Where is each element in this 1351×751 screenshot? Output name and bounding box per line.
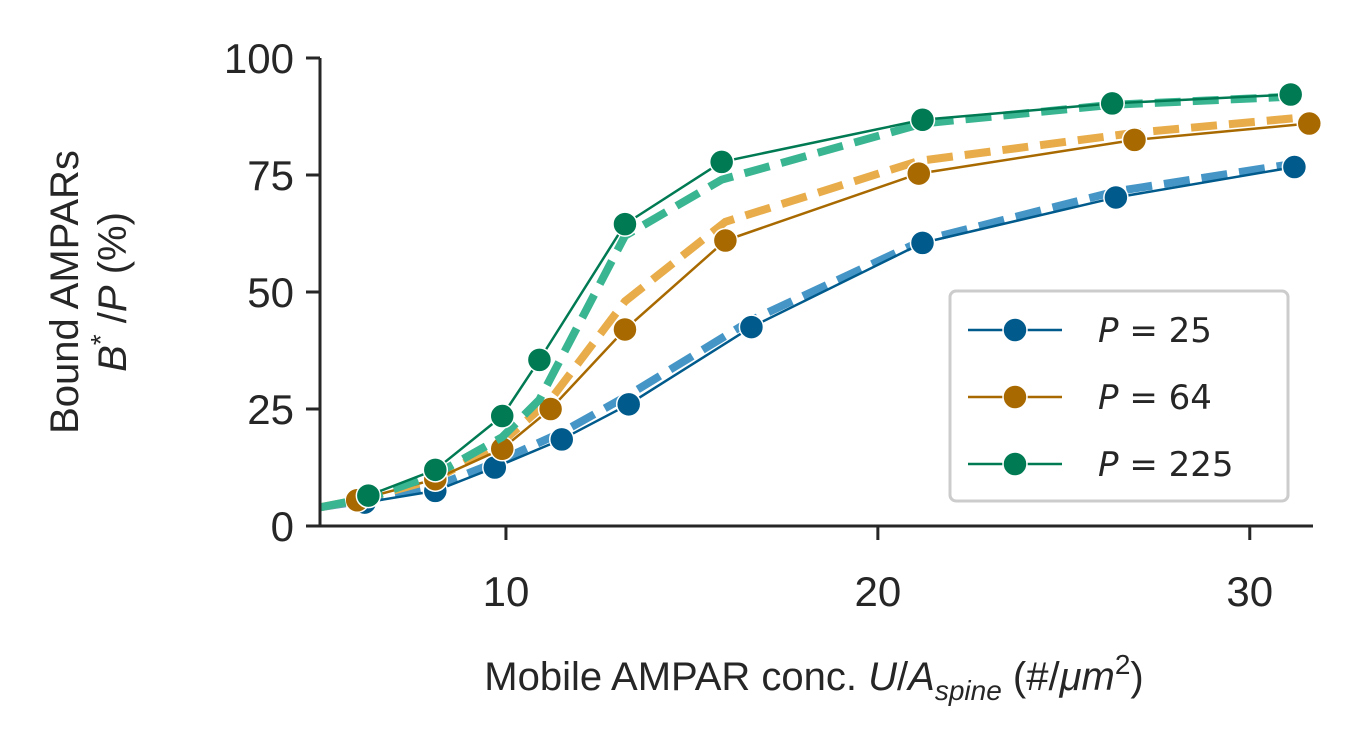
x-tick-label: 10: [483, 568, 530, 615]
y-ticks: 0 25 50 75 100: [224, 35, 320, 550]
y-axis-label-line1: Bound AMPARs: [43, 150, 87, 434]
y-tick-label: 100: [224, 35, 294, 82]
series-3-point: [422, 457, 449, 483]
legend-swatch-marker: [1002, 451, 1028, 477]
series-3: [320, 81, 1304, 512]
series-2-point: [537, 396, 564, 422]
legend-frame: [948, 289, 1290, 503]
series-3-fit-line: [320, 92, 1299, 512]
series-1-point: [548, 426, 575, 453]
series-1-point: [909, 230, 936, 256]
series-1-fit-line: [320, 157, 1307, 512]
y-tick-label: 50: [247, 269, 294, 316]
y-axis-label-line2: B* /P (%): [85, 212, 135, 372]
series-3-point: [612, 211, 638, 237]
legend-entry-3: P = 225: [968, 445, 1234, 485]
legend-entry-1: P = 25: [968, 311, 1212, 351]
y-axis-label: Bound AMPARs B* /P (%): [43, 150, 135, 434]
legend-swatch-marker: [1002, 317, 1028, 343]
x-ticks: 10 20 30: [483, 526, 1273, 615]
legend-label: P = 225: [1098, 445, 1234, 485]
series-3-point: [1099, 90, 1125, 117]
series-3-point: [489, 403, 515, 429]
series-3-point: [708, 149, 735, 175]
series-3-point: [1277, 81, 1304, 108]
x-tick-label: 20: [855, 568, 902, 615]
series-3-point: [909, 107, 936, 133]
series-2-point: [906, 160, 932, 187]
legend: P = 25 P = 64 P = 225: [948, 289, 1290, 503]
y-tick-label: 75: [247, 152, 294, 199]
x-tick-label: 30: [1226, 568, 1273, 615]
series-2-point: [612, 316, 638, 343]
series-1-point: [1103, 184, 1129, 211]
series-2-point: [712, 227, 739, 254]
series-3-point: [355, 482, 382, 509]
legend-swatch-marker: [1002, 384, 1028, 410]
series-2-point: [1121, 127, 1148, 153]
y-tick-label: 25: [247, 386, 294, 433]
legend-label: P = 25: [1098, 311, 1212, 351]
series-1-point: [615, 391, 642, 418]
series-1-point: [738, 314, 765, 340]
series-2-point: [1296, 110, 1323, 137]
series-3-point: [526, 347, 553, 373]
legend-label: P = 64: [1098, 378, 1212, 418]
legend-entry-2: P = 64: [968, 378, 1212, 418]
x-axis-label: Mobile AMPAR conc. U/Aspine (#/μm2): [484, 649, 1143, 706]
series-1-point: [1281, 154, 1308, 180]
y-tick-label: 0: [271, 503, 294, 550]
plot-area: [320, 81, 1323, 516]
